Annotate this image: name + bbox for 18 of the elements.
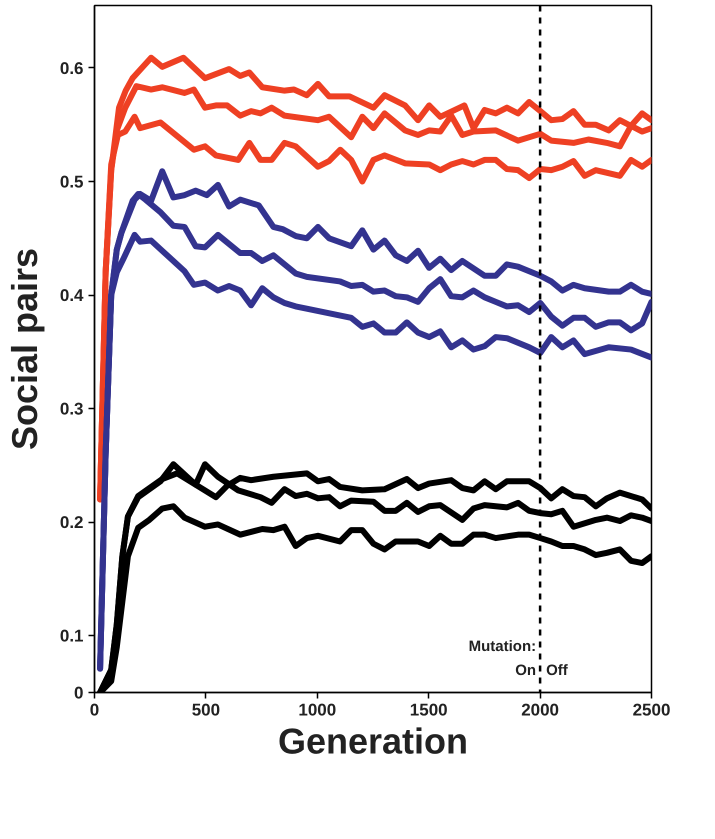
y-tick-label: 0.6 [60, 58, 84, 78]
x-tick-label: 1000 [298, 700, 336, 720]
annotation: Off [546, 662, 569, 679]
y-tick-label: 0.5 [60, 172, 84, 192]
x-tick-label: 1500 [410, 700, 448, 720]
annotation: On [515, 662, 536, 679]
x-tick-label: 500 [192, 700, 220, 720]
y-tick-label: 0.4 [60, 286, 84, 306]
y-tick-label: 0.2 [60, 513, 84, 532]
x-axis-title: Generation [278, 720, 468, 762]
y-tick-label: 0.1 [60, 626, 84, 646]
x-tick-label: 2000 [521, 700, 560, 720]
y-axis-title: Social pairs [4, 248, 45, 450]
x-tick-label: 2500 [632, 700, 670, 720]
x-tick-label: 0 [90, 700, 100, 720]
annotation: Mutation: [468, 638, 536, 655]
y-tick-label: 0 [74, 684, 84, 702]
y-tick-label: 0.3 [60, 400, 84, 419]
